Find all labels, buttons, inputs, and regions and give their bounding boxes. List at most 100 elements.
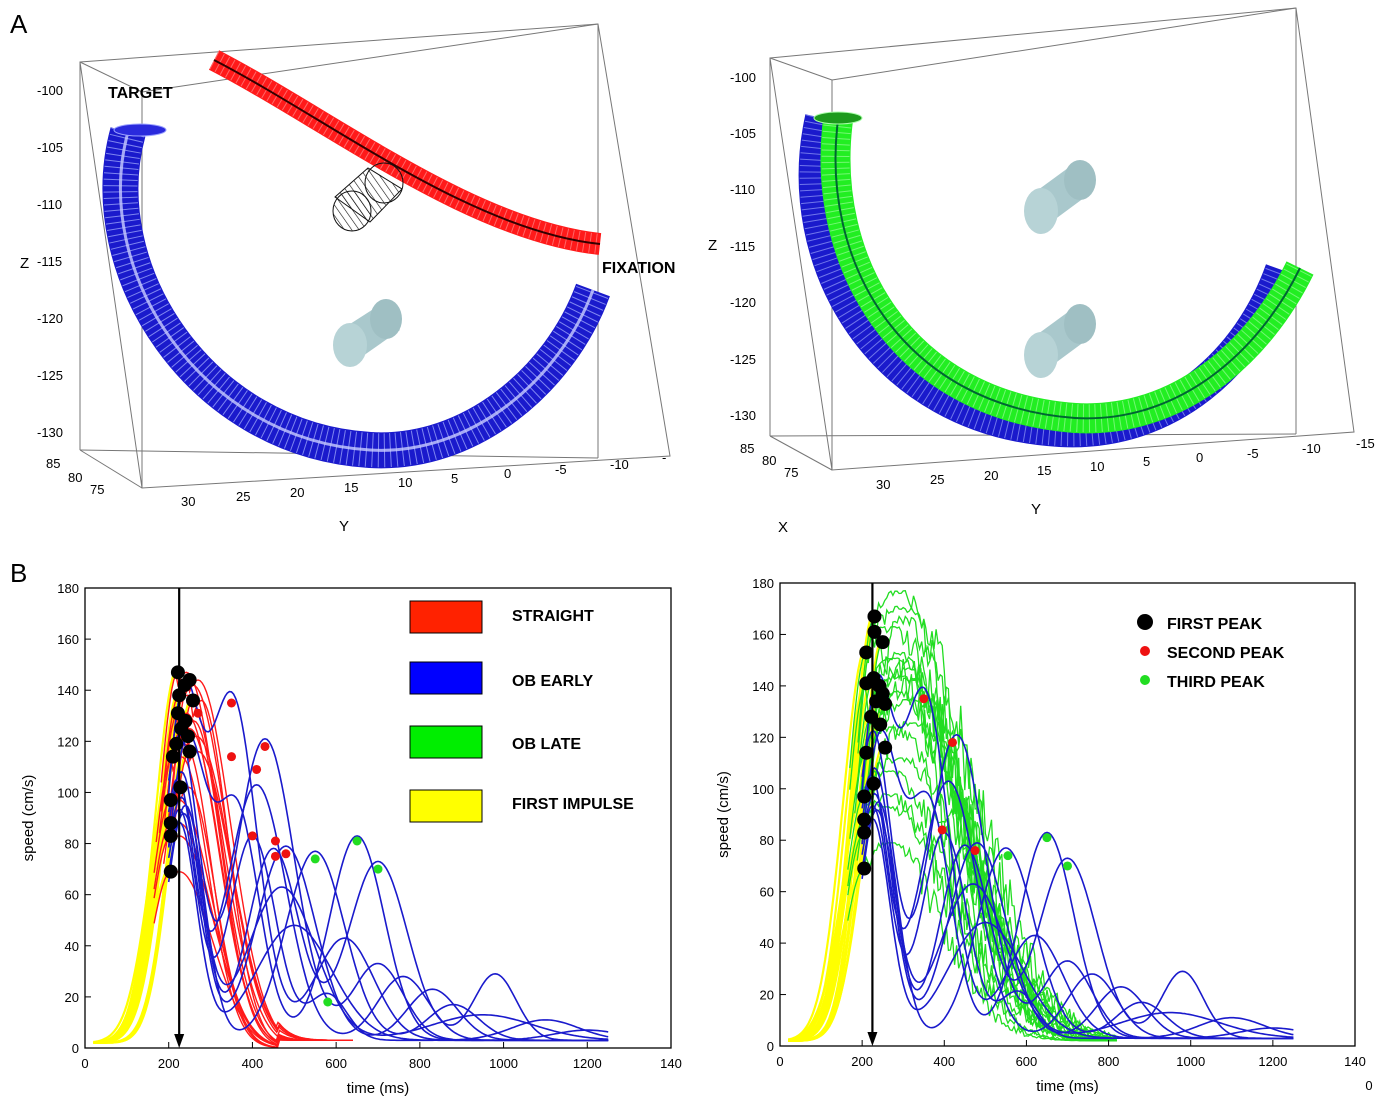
legend-label-first-impulse: FIRST IMPULSE [512, 796, 634, 813]
panel-label-a: A [10, 9, 28, 39]
z-tick: -100 [37, 83, 63, 98]
legend-swatch-straight [409, 600, 483, 634]
y-tick: -10 [1302, 441, 1321, 456]
x-axis-label: time (ms) [347, 1080, 410, 1097]
y-tick-label: 60 [65, 888, 79, 903]
speed-trace [167, 821, 609, 1042]
y-tick-label: 140 [752, 679, 774, 694]
trajectory-3d-left: Z Y -100 -105 -110 -115 -120 -125 -130 8… [20, 23, 675, 535]
y-tick: -5 [555, 462, 567, 477]
second-peak-marker [227, 698, 236, 708]
ob-late-tube-end [813, 111, 863, 125]
speed-trace [847, 793, 1117, 1042]
second-peak-marker [260, 741, 270, 751]
first-peak-marker [169, 736, 184, 751]
second-peak-marker [937, 825, 947, 835]
first-peak-marker [165, 749, 180, 764]
second-peak-marker [281, 849, 291, 859]
y-tick-label: 140 [57, 683, 79, 698]
first-peak-marker [178, 713, 193, 728]
speed-trace [167, 808, 609, 1042]
panel-label-b: B [10, 558, 27, 588]
x-tick-label: 600 [1016, 1054, 1038, 1069]
box-frame [769, 7, 1355, 471]
first-peak-marker [867, 624, 882, 639]
chart-left-legend: STRAIGHT OB EARLY OB LATE FIRST IMPULSE [409, 600, 634, 823]
z-tick: -130 [37, 425, 63, 440]
legend-marker-first-peak [1137, 614, 1153, 630]
first-peak-marker [182, 673, 197, 687]
y-tick-label: 20 [65, 990, 79, 1005]
third-peak-marker [1063, 861, 1072, 871]
x-axis-label: X [778, 519, 788, 536]
x-tick: 75 [90, 482, 104, 497]
y-tick-label: 160 [57, 632, 79, 647]
x-tick-label: 140 [1344, 1054, 1366, 1069]
plot-area [787, 590, 1294, 1042]
z-axis-label: Z [708, 237, 717, 254]
legend-marker-third-peak [1140, 675, 1150, 685]
second-peak-marker [970, 846, 980, 856]
first-peak-marker [878, 696, 893, 711]
y-tick-label: 100 [752, 782, 774, 797]
axes-frame [84, 587, 672, 1049]
second-peak-marker [227, 752, 236, 762]
first-peak-marker [859, 745, 874, 760]
time-marker-arrowhead [174, 1034, 185, 1048]
y-axis-label: Y [339, 518, 349, 535]
y-tick: 20 [290, 485, 304, 500]
ob-early-tube-highlight [118, 131, 595, 452]
third-peak-marker [1003, 851, 1013, 861]
y-tick-label: 0 [767, 1039, 774, 1054]
legend-marker-second-peak [1140, 646, 1150, 656]
first-peak-marker [173, 780, 188, 795]
y-axis-label: Y [1031, 501, 1041, 518]
y-tick: 10 [1090, 459, 1104, 474]
z-tick: -105 [37, 140, 63, 155]
legend-swatch-first-impulse [409, 789, 483, 823]
z-tick: -115 [37, 254, 62, 269]
first-peak-marker [878, 740, 893, 755]
z-tick: -130 [730, 408, 756, 423]
speed-trace [861, 766, 1294, 1040]
ob-early-tube-end [113, 123, 167, 137]
x-tick: 85 [46, 456, 60, 471]
fixation-label: FIXATION [602, 260, 675, 277]
x-tick-label: 400 [242, 1056, 264, 1071]
y-tick-label: 40 [65, 939, 79, 954]
legend-label-ob-late: OB LATE [512, 736, 581, 753]
y-tick: 20 [984, 468, 998, 483]
x-tick: 85 [740, 441, 754, 456]
z-tick: -105 [730, 126, 756, 141]
first-peak-marker [163, 828, 178, 843]
straight-tube [208, 50, 602, 255]
legend-label-first-peak: FIRST PEAK [1167, 616, 1263, 633]
speed-trace [787, 826, 865, 1041]
x-tick-label: 140 [660, 1056, 682, 1071]
x-tick-label: 200 [158, 1056, 180, 1071]
x-tick-label: 1000 [1176, 1054, 1205, 1069]
y-tick: 15 [344, 480, 358, 495]
first-peak-marker [857, 861, 872, 876]
axes: 0 20 40 60 80 100 120 140 160 180 0 200 400 600 800 100… [715, 576, 1373, 1095]
y-tick: -10 [610, 457, 629, 472]
speed-trace [849, 726, 1117, 1041]
z-tick-labels: -100 -105 -110 -115 -120 -125 -130 [730, 70, 756, 423]
z-tick: -120 [730, 295, 756, 310]
speed-trace [788, 862, 865, 1042]
x-tick-labels: 85 80 75 [740, 441, 798, 480]
x-tick-label: 800 [1098, 1054, 1120, 1069]
third-peak-marker [1042, 833, 1052, 843]
first-peak-marker [163, 864, 178, 879]
third-peak-marker [352, 836, 362, 846]
first-peak-marker [857, 789, 872, 804]
speed-trace [861, 804, 1294, 1040]
time-marker-arrowhead [867, 1032, 878, 1046]
y-tick: -5 [1247, 446, 1259, 461]
speed-trace [167, 804, 609, 1042]
x-tick-label: 600 [325, 1056, 347, 1071]
y-tick-label: 40 [760, 936, 774, 951]
first-peak-marker [866, 776, 881, 791]
axes-frame [779, 582, 1356, 1047]
first-peak-marker [859, 645, 874, 660]
